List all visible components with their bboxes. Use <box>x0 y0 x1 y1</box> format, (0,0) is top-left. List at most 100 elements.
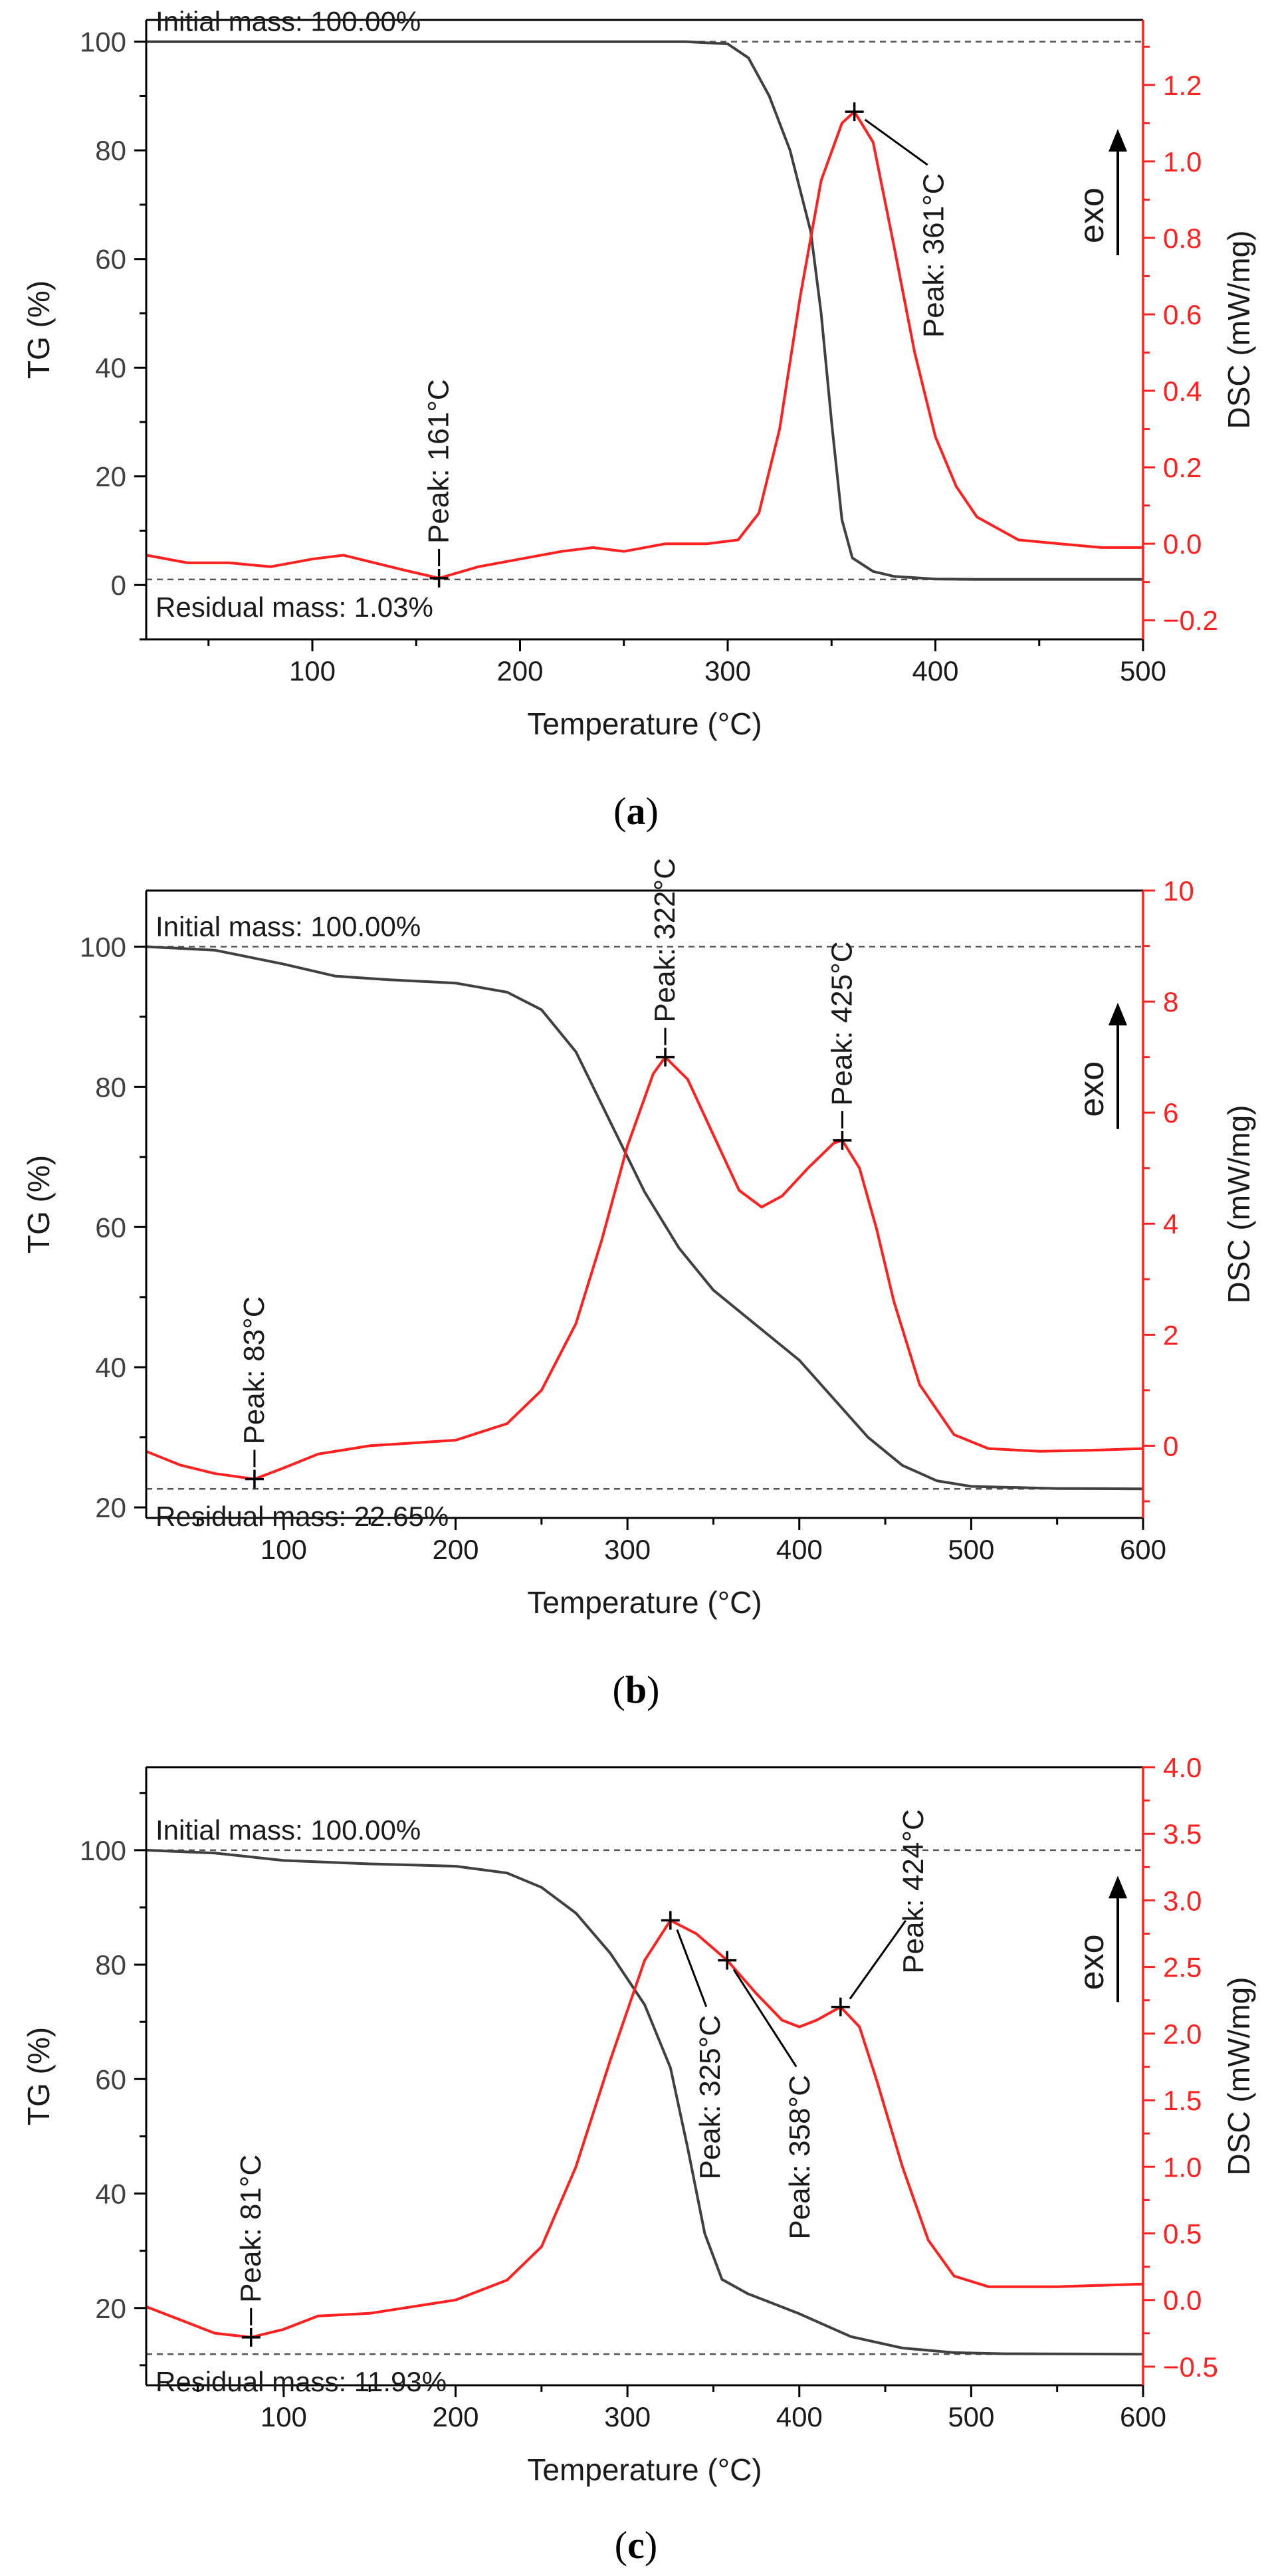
dsc-curve <box>146 1055 1144 1481</box>
y-right-tick-label: 2.5 <box>1163 1952 1202 1983</box>
peak-label: Peak: 361°C <box>918 173 950 338</box>
exo-label: exo <box>1073 1934 1111 1990</box>
peak-marker <box>656 1047 675 1067</box>
y-left-tick-label: 20 <box>95 1492 126 1523</box>
chart-svg-a: 100 200 300 400 500 0 20 40 60 80 100 −0.2 0.0 0.2 0.4… <box>21 6 1256 833</box>
peak-marker <box>429 568 449 588</box>
x-tick-label: 100 <box>261 1534 307 1565</box>
y-left-axis-title: TG (%) <box>21 280 56 379</box>
y-right-axis-title: DSC (mW/mg) <box>1221 1105 1256 1304</box>
residual-mass-label: Residual mass: 11.93% <box>156 2366 447 2397</box>
y-right-tick-label: 2 <box>1163 1319 1178 1350</box>
x-axis-title: Temperature (°C) <box>527 2452 762 2487</box>
exo-arrow-head <box>1109 129 1127 152</box>
y-left-tick-label: 40 <box>95 1352 126 1383</box>
peak-marker <box>831 1997 850 2016</box>
peak-marker <box>245 1469 264 1489</box>
x-tick-label: 500 <box>1120 655 1166 687</box>
peak-leader <box>676 1929 708 2008</box>
peak-label: Peak: 425°C <box>825 941 858 1106</box>
x-tick-label: 600 <box>1120 2401 1166 2432</box>
x-axis-title: Temperature (°C) <box>527 1585 762 1620</box>
dsc-curve <box>146 110 1143 580</box>
peak-leader <box>732 1969 797 2068</box>
y-right-tick-label: 0.2 <box>1163 452 1202 483</box>
initial-mass-label: Initial mass: 100.00% <box>156 6 421 37</box>
exo-label: exo <box>1073 1061 1111 1117</box>
peak-leader <box>849 1919 907 2000</box>
peak-marker <box>833 1130 852 1150</box>
x-tick-label: 100 <box>261 2401 307 2432</box>
y-right-tick-label: 1.0 <box>1163 2151 1202 2183</box>
y-left-tick-label: 100 <box>80 27 126 58</box>
y-left-tick-label: 40 <box>95 352 126 383</box>
panel-caption: (b) <box>613 1668 660 1711</box>
y-right-tick-label: 10 <box>1163 875 1194 907</box>
y-right-tick-label: 4.0 <box>1163 1752 1202 1783</box>
exo-arrow-head <box>1109 1876 1127 1899</box>
residual-mass-label: Residual mass: 1.03% <box>156 591 433 623</box>
y-left-tick-label: 20 <box>95 2293 126 2324</box>
y-left-tick-label: 80 <box>95 1071 126 1103</box>
x-tick-label: 200 <box>432 1534 478 1565</box>
y-right-tick-label: 1.2 <box>1163 70 1202 101</box>
tg-curve <box>146 40 1143 581</box>
exo-label: exo <box>1073 187 1111 243</box>
chart-panel-b: 100 200 300 400 500 600 20 40 60 80 100 0 2 4 6 8 10 Temp… <box>0 859 1272 1717</box>
peak-label: Peak: 325°C <box>694 2015 726 2180</box>
y-left-tick-label: 40 <box>95 2179 126 2210</box>
x-tick-label: 300 <box>604 1534 651 1565</box>
x-tick-label: 200 <box>432 2401 478 2432</box>
y-right-tick-label: −0.2 <box>1163 605 1218 636</box>
x-tick-label: 100 <box>289 655 336 687</box>
tg-curve <box>146 945 1144 1491</box>
peak-marker <box>845 102 864 122</box>
y-left-tick-label: 60 <box>95 2064 126 2095</box>
peak-label: Peak: 358°C <box>784 2075 816 2240</box>
y-right-tick-label: 3.5 <box>1163 1818 1202 1850</box>
y-left-tick-label: 60 <box>95 1212 126 1243</box>
y-left-tick-label: 60 <box>95 244 126 275</box>
y-right-tick-label: 0.0 <box>1163 528 1202 560</box>
peak-marker <box>241 2327 261 2347</box>
y-left-tick-label: 20 <box>95 461 126 492</box>
y-right-tick-label: 0 <box>1163 1430 1178 1461</box>
peak-leader <box>864 118 928 166</box>
y-right-tick-label: 4 <box>1163 1208 1178 1239</box>
tg-curve <box>146 1848 1144 2356</box>
y-right-tick-label: 0.0 <box>1163 2285 1202 2316</box>
peak-label: Peak: 424°C <box>897 1809 930 1974</box>
residual-mass-label: Residual mass: 22.65% <box>156 1501 449 1532</box>
x-tick-label: 400 <box>912 655 958 687</box>
y-right-axis-title: DSC (mW/mg) <box>1221 231 1256 429</box>
y-right-tick-label: 0.5 <box>1163 2218 1202 2250</box>
initial-mass-label: Initial mass: 100.00% <box>156 1814 421 1846</box>
initial-mass-label: Initial mass: 100.00% <box>156 911 421 942</box>
x-axis-title: Temperature (°C) <box>527 706 762 741</box>
y-right-tick-label: 1.5 <box>1163 2085 1202 2116</box>
chart-panel-c: 100 200 300 400 500 600 20 40 60 80 100 −0.5 0.0 0.5 1… <box>0 1717 1272 2576</box>
panel-caption: (c) <box>615 2523 657 2567</box>
y-right-tick-label: 0.8 <box>1163 223 1202 254</box>
chart-svg-c: 100 200 300 400 500 600 20 40 60 80 100 −0.5 0.0 0.5 1… <box>21 1752 1256 2567</box>
x-tick-label: 400 <box>776 1534 823 1565</box>
y-left-tick-label: 80 <box>95 135 126 166</box>
chart-panel-a: 100 200 300 400 500 0 20 40 60 80 100 −0.2 0.0 0.2 0.4… <box>0 0 1272 859</box>
x-tick-label: 500 <box>948 1534 994 1565</box>
y-left-tick-label: 0 <box>111 570 126 601</box>
y-right-tick-label: 8 <box>1163 986 1178 1018</box>
y-left-tick-label: 80 <box>95 1949 126 1981</box>
dsc-curve <box>146 1919 1144 2339</box>
y-right-tick-label: 0.6 <box>1163 299 1202 330</box>
x-tick-label: 300 <box>704 655 751 687</box>
y-right-tick-label: 0.4 <box>1163 376 1202 407</box>
x-tick-label: 600 <box>1120 1534 1166 1565</box>
chart-svg-b: 100 200 300 400 500 600 20 40 60 80 100 0 2 4 6 8 10 Temp… <box>21 859 1256 1711</box>
peak-label: Peak: 83°C <box>238 1296 270 1444</box>
peak-marker <box>661 1911 680 1930</box>
y-right-tick-label: 1.0 <box>1163 146 1202 177</box>
y-right-tick-label: 2.0 <box>1163 2018 1202 2050</box>
x-tick-label: 200 <box>496 655 543 687</box>
y-left-tick-label: 100 <box>80 1835 126 1866</box>
y-left-axis-title: TG (%) <box>21 1155 56 1253</box>
